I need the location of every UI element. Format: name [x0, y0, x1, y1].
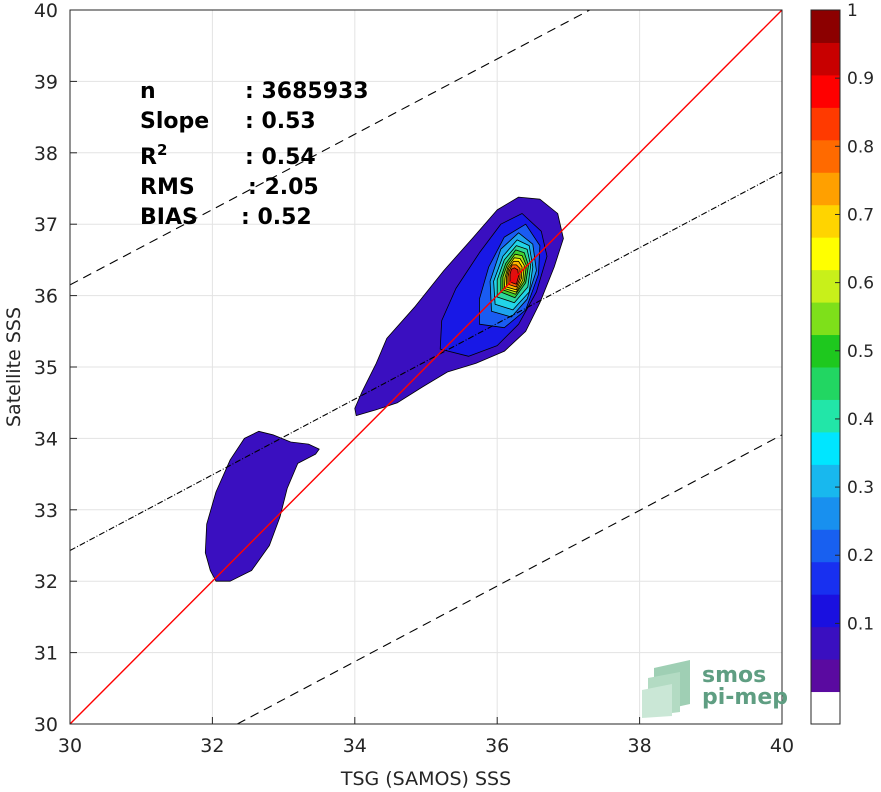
y-tick-label: 35 — [34, 357, 58, 379]
colorbar-band — [811, 691, 840, 725]
upper-bound-line — [69, 9, 591, 286]
x-tick-label: 38 — [628, 735, 652, 757]
colorbar-band — [811, 172, 840, 206]
regression-line — [69, 171, 783, 551]
colorbar-tick-label: 1 — [847, 1, 858, 21]
y-tick-label: 38 — [34, 143, 58, 165]
colorbar-band — [811, 302, 840, 336]
logo-text-pi-mep: pi-mep — [702, 685, 788, 710]
colorbar-band — [811, 237, 840, 271]
colorbar-band — [811, 561, 840, 595]
colorbar-tick-label: 0.5 — [847, 342, 874, 362]
y-tick-label: 32 — [34, 571, 58, 593]
y-axis-ticks: 30 31 32 33 34 35 36 37 38 39 40 — [34, 0, 77, 736]
colorbar-band — [811, 204, 840, 238]
colorbar-band — [811, 139, 840, 173]
stat-value-rms: : 2.05 — [248, 175, 319, 200]
stat-value-n: : 3685933 — [245, 79, 369, 104]
reference-lines — [69, 9, 783, 725]
colorbar-band — [811, 107, 840, 141]
stats-box: n : 3685933 Slope : 0.53 R2 : 0.54 RMS : 2.05 BI… — [140, 79, 369, 230]
y-tick-label: 37 — [34, 214, 58, 236]
y-tick-label: 33 — [34, 500, 58, 522]
y-tick-label: 31 — [34, 643, 58, 665]
y-tick-label: 39 — [34, 71, 58, 93]
x-axis-label: TSG (SAMOS) SSS — [340, 768, 511, 790]
stat-key-r: R2 — [140, 141, 167, 170]
x-tick-label: 36 — [485, 735, 509, 757]
colorbar-band — [811, 626, 840, 660]
y-tick-label: 34 — [34, 428, 58, 450]
stat-value-r: : 0.54 — [245, 145, 316, 170]
x-tick-label: 30 — [58, 735, 82, 757]
smos-pi-mep-logo: smos pi-mep — [642, 660, 788, 718]
colorbar-band — [811, 269, 840, 303]
colorbar-tick-label: 0.7 — [847, 205, 874, 225]
x-tick-label: 34 — [343, 735, 367, 757]
colorbar-box — [810, 9, 841, 725]
contour-fill — [204, 196, 564, 582]
y-axis-label: Satellite SSS — [3, 307, 25, 427]
y-tick-label: 40 — [34, 0, 58, 22]
colorbar-tick-label: 0.1 — [847, 614, 874, 634]
y-tick-label: 36 — [34, 286, 58, 308]
colorbar-tick-label: 0.3 — [847, 478, 874, 498]
x-tick-label: 40 — [770, 735, 794, 757]
stat-key-bias: BIAS — [140, 205, 198, 230]
identity-line — [69, 9, 783, 725]
colorbar-band — [811, 74, 840, 108]
colorbar-tick-label: 0.2 — [847, 546, 874, 566]
colorbar-band — [811, 431, 840, 465]
y-tick-label: 30 — [34, 714, 58, 736]
colorbar-band — [811, 42, 840, 76]
colorbar-tick-label: 0.4 — [847, 410, 874, 430]
stat-key-rms: RMS — [140, 175, 195, 200]
x-axis-ticks: 30 32 34 36 38 40 — [58, 717, 794, 757]
colorbar-tick-label: 0.9 — [847, 69, 874, 89]
logo-icon — [642, 660, 690, 718]
contour-level-0_05-region-0 — [204, 430, 320, 582]
colorbar-band — [811, 659, 840, 693]
colorbar-band — [811, 10, 840, 43]
x-tick-label: 32 — [200, 735, 224, 757]
colorbar-band — [811, 496, 840, 530]
colorbar-band — [811, 464, 840, 498]
stat-value-bias: : 0.52 — [241, 205, 312, 230]
colorbar-band — [811, 367, 840, 400]
lower-bound-line — [237, 434, 783, 725]
stat-key-slope: Slope — [140, 109, 209, 134]
colorbar-band — [811, 529, 840, 563]
grid — [69, 9, 783, 725]
colorbar: 0.1 0.2 0.3 0.4 0.5 0.6 0.7 0.8 0.9 1 — [810, 1, 874, 725]
colorbar-band — [811, 594, 840, 628]
stat-value-slope: : 0.53 — [245, 109, 316, 134]
plot-area — [69, 9, 783, 725]
colorbar-band — [811, 399, 840, 433]
colorbar-tick-label: 0.8 — [847, 137, 874, 157]
colorbar-ticks: 0.1 0.2 0.3 0.4 0.5 0.6 0.7 0.8 0.9 1 — [835, 1, 874, 634]
stat-key-n: n — [140, 79, 156, 104]
colorbar-tick-label: 0.6 — [847, 274, 874, 294]
logo-text-smos: smos — [702, 663, 766, 688]
colorbar-bands — [811, 10, 840, 725]
